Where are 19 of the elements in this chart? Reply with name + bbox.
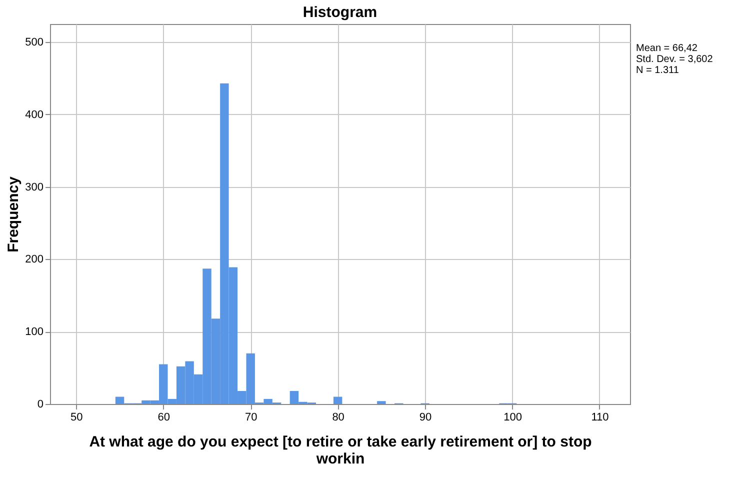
text: Mean = 66,42 bbox=[636, 43, 698, 54]
x-tick-label: 70 bbox=[244, 412, 258, 424]
y-tick-label: 200 bbox=[25, 254, 44, 266]
x-tick-label: 50 bbox=[70, 412, 83, 424]
x-tick-label: 110 bbox=[591, 412, 609, 424]
x-axis-title: At what age do you expect [to retire or take early retirement or] to stop workin bbox=[89, 434, 592, 468]
text: Std. Dev. = 3,602 bbox=[636, 54, 714, 65]
x-tick-label: 60 bbox=[158, 412, 170, 424]
y-tick-label: 0 bbox=[37, 398, 44, 410]
x-tick-label: 90 bbox=[419, 412, 432, 424]
y-tick-label: 100 bbox=[25, 326, 44, 338]
y-axis-title: Frequency bbox=[5, 176, 22, 252]
y-tick-label: 500 bbox=[25, 36, 44, 49]
x-tick-label: 100 bbox=[504, 412, 522, 424]
x-tick-label: 80 bbox=[332, 412, 344, 424]
y-tick-label: 300 bbox=[25, 181, 44, 194]
y-tick-label: 400 bbox=[25, 108, 44, 121]
chart-title: Histogram bbox=[302, 4, 378, 21]
text: N = 1.311 bbox=[636, 65, 680, 76]
